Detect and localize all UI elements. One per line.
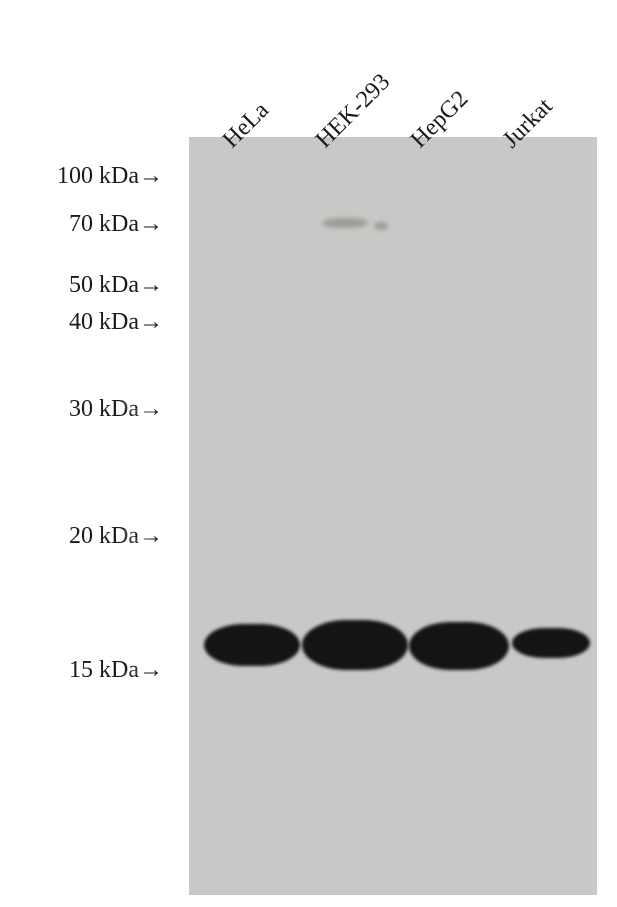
arrow-icon: → bbox=[139, 272, 163, 299]
arrow-icon: → bbox=[139, 657, 163, 684]
faint-band bbox=[374, 222, 388, 230]
figure-container: HeLa HEK-293 HepG2 Jurkat 100 kDa→ 70 kD… bbox=[0, 0, 617, 907]
arrow-icon: → bbox=[139, 396, 163, 423]
marker-label: 100 kDa→ bbox=[57, 163, 163, 190]
band bbox=[512, 628, 590, 658]
arrow-icon: → bbox=[139, 523, 163, 550]
arrow-icon: → bbox=[139, 163, 163, 190]
arrow-icon: → bbox=[139, 309, 163, 336]
arrow-icon: → bbox=[139, 211, 163, 238]
faint-band bbox=[322, 218, 368, 228]
blot-membrane bbox=[189, 137, 597, 895]
marker-label: 40 kDa→ bbox=[69, 309, 163, 336]
marker-label: 70 kDa→ bbox=[69, 211, 163, 238]
marker-label: 50 kDa→ bbox=[69, 272, 163, 299]
marker-label: 30 kDa→ bbox=[69, 396, 163, 423]
band bbox=[409, 622, 509, 670]
band bbox=[302, 620, 408, 670]
marker-label: 15 kDa→ bbox=[69, 657, 163, 684]
marker-label: 20 kDa→ bbox=[69, 523, 163, 550]
band bbox=[204, 624, 300, 666]
